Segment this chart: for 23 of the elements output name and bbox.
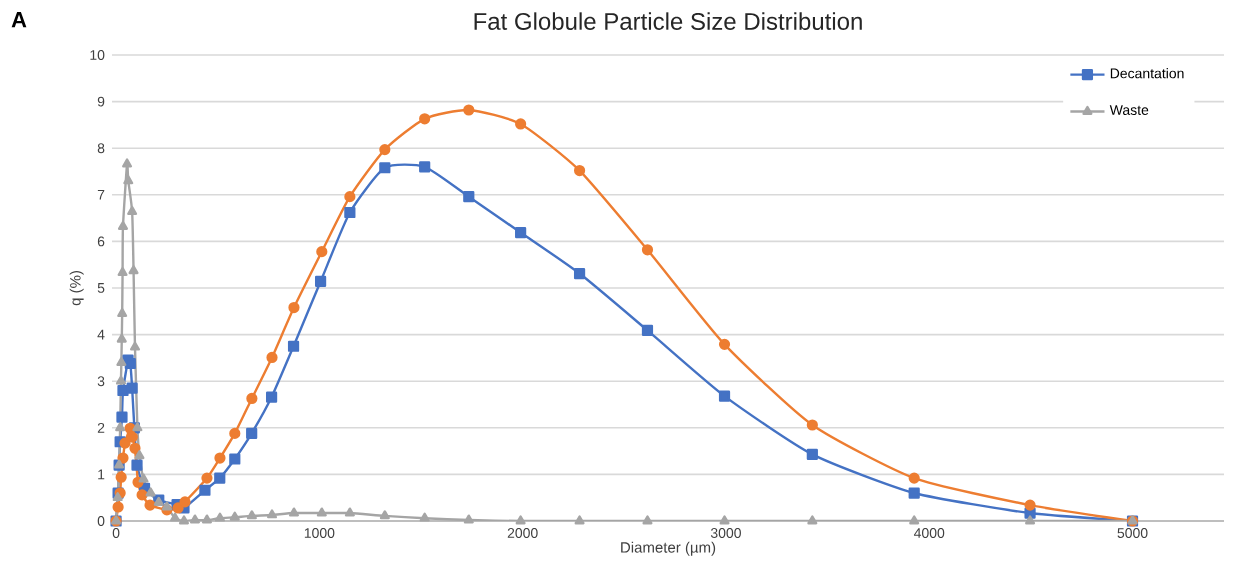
x-tick-label: 4000 (913, 528, 945, 538)
y-tick-label: 1 (98, 469, 105, 480)
y-tick-label: 5 (97, 283, 105, 293)
chart-title: Fat Globule Particle Size Distribution (474, 12, 862, 30)
y-tick-label: 8 (97, 143, 105, 154)
x-axis-title: Diameter (µm) (621, 541, 716, 556)
x-tick-label: 2000 (507, 528, 538, 538)
y-axis-title: q (%) (69, 271, 84, 306)
y-tick-label: 4 (97, 329, 105, 340)
legend-label: Decantation (1110, 68, 1184, 79)
x-tick-label: 0 (112, 528, 120, 538)
x-tick-label: 1000 (304, 528, 335, 538)
y-tick-label: 9 (97, 96, 105, 107)
y-tick-label: 3 (97, 376, 105, 387)
legend-label: Waste (1109, 105, 1149, 115)
y-tick-label: 6 (97, 236, 105, 247)
text: A (11, 12, 27, 28)
y-tick-label: 0 (97, 516, 105, 526)
x-tick-label: 5000 (1117, 528, 1148, 538)
y-tick-label: 7 (97, 189, 105, 200)
y-tick-label: 2 (97, 422, 105, 433)
x-tick-label: 3000 (710, 528, 741, 538)
y-tick-label: 10 (90, 50, 105, 60)
